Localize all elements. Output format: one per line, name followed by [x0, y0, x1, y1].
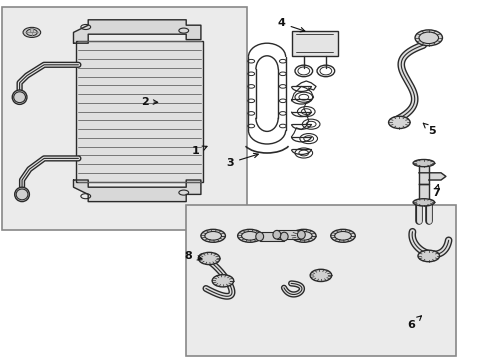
Ellipse shape [201, 229, 225, 242]
Ellipse shape [389, 116, 410, 129]
Ellipse shape [12, 90, 27, 104]
Bar [260, 232, 284, 241]
Ellipse shape [256, 232, 264, 241]
Ellipse shape [238, 229, 262, 242]
Text: 6: 6 [408, 316, 421, 330]
Bar [292, 31, 338, 56]
Bar [186, 205, 456, 356]
Ellipse shape [273, 230, 281, 239]
Text: 4: 4 [278, 18, 305, 32]
Polygon shape [74, 180, 201, 202]
Polygon shape [419, 184, 429, 205]
Ellipse shape [415, 30, 442, 46]
Ellipse shape [413, 159, 435, 167]
Ellipse shape [15, 187, 29, 202]
Polygon shape [419, 160, 429, 184]
Text: 5: 5 [423, 123, 436, 136]
Text: 2: 2 [141, 96, 158, 107]
Ellipse shape [198, 252, 220, 265]
Bar [277, 230, 301, 239]
Polygon shape [419, 173, 446, 180]
Ellipse shape [292, 229, 316, 242]
Ellipse shape [331, 229, 355, 242]
Bar [2, 7, 247, 230]
Text: 3: 3 [226, 153, 258, 168]
Ellipse shape [23, 27, 41, 37]
Ellipse shape [297, 230, 305, 239]
Bar [76, 41, 203, 182]
Ellipse shape [310, 269, 332, 282]
Ellipse shape [212, 275, 234, 287]
Ellipse shape [413, 199, 435, 206]
Polygon shape [74, 20, 201, 43]
Text: 8: 8 [185, 251, 202, 261]
Bar [30, 28, 33, 32]
Text: 1: 1 [192, 146, 207, 156]
Ellipse shape [418, 250, 440, 262]
Text: 7: 7 [432, 185, 440, 198]
Ellipse shape [280, 232, 288, 241]
